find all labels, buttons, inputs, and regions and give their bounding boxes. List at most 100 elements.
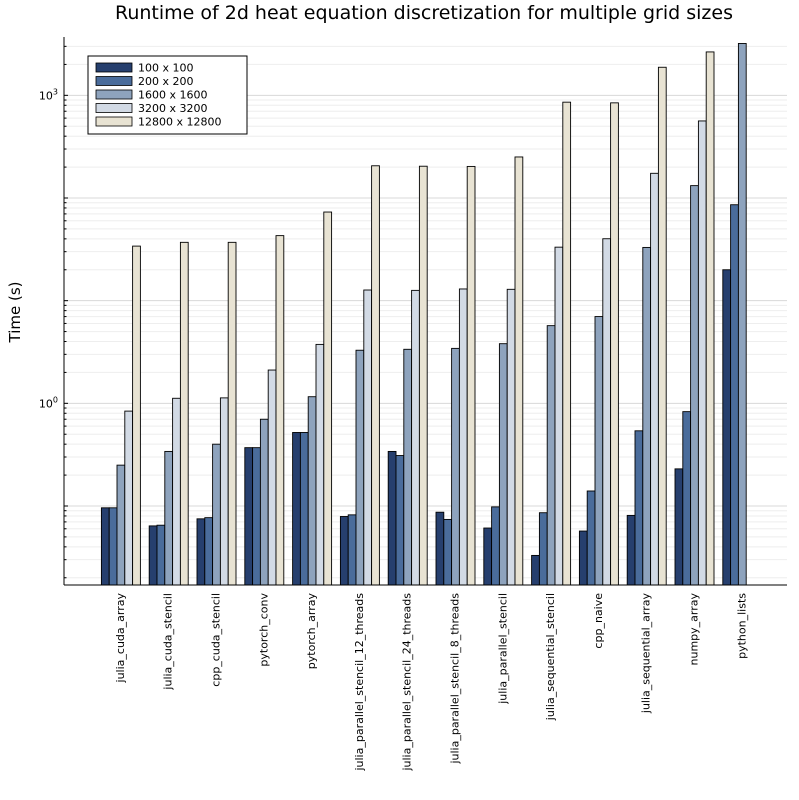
x-tick-label: python_lists xyxy=(735,593,748,659)
legend-label: 1600 x 1600 xyxy=(138,89,208,102)
bar xyxy=(483,527,493,586)
bar xyxy=(204,517,214,586)
bar xyxy=(244,447,254,586)
bar xyxy=(602,238,612,586)
bar xyxy=(164,450,174,586)
bar xyxy=(705,51,715,586)
x-tick-label: julia_cuda_stencil xyxy=(162,593,175,691)
bar xyxy=(562,101,572,586)
bar xyxy=(292,432,301,586)
bar xyxy=(674,468,684,586)
bar xyxy=(347,514,357,586)
bar xyxy=(546,325,556,586)
bar xyxy=(371,165,380,586)
bar xyxy=(586,490,596,586)
x-tick-label: julia_parallel_stencil xyxy=(496,593,509,705)
bar xyxy=(697,120,707,586)
bar xyxy=(252,447,261,586)
axes: julia_cuda_array julia_cuda_stencil cpp_cu… xyxy=(39,37,787,772)
bar xyxy=(395,455,405,586)
bar xyxy=(148,525,158,586)
x-tick-label: julia_cuda_array xyxy=(114,593,127,684)
bar xyxy=(506,288,516,586)
x-tick-label: cpp_naive xyxy=(592,593,605,649)
x-tick-label: julia_parallel_stencil_8_threads xyxy=(449,593,462,765)
x-tick-label: julia_sequential_stencil xyxy=(544,593,557,721)
bar xyxy=(179,241,189,586)
bar xyxy=(411,289,420,586)
x-tick-label: numpy_array xyxy=(688,593,701,666)
x-tick-label: pytorch_conv xyxy=(257,593,270,667)
bar xyxy=(626,514,636,586)
bar xyxy=(219,397,229,586)
legend-label: 3200 x 3200 xyxy=(138,102,208,115)
legend-swatch xyxy=(95,116,133,127)
legend-swatch xyxy=(95,89,133,100)
bar xyxy=(196,518,206,586)
bar xyxy=(682,411,692,586)
bar xyxy=(538,512,548,586)
bar xyxy=(451,347,460,586)
legend-label: 12800 x 12800 xyxy=(138,116,222,129)
bar xyxy=(657,66,667,586)
bar xyxy=(355,349,365,586)
legend-label: 200 x 200 xyxy=(138,75,194,88)
bar xyxy=(737,43,747,586)
bar xyxy=(116,464,126,586)
bar xyxy=(132,245,141,586)
bar xyxy=(722,269,732,586)
bar xyxy=(124,410,134,586)
x-tick-label: cpp_cuda_stencil xyxy=(210,593,223,687)
bar xyxy=(498,343,508,586)
legend-label: 100 x 100 xyxy=(138,62,194,75)
bar xyxy=(108,507,118,586)
bar xyxy=(323,211,333,586)
bar xyxy=(458,288,468,586)
y-axis-label: Time (s) xyxy=(6,282,24,344)
legend-swatch xyxy=(95,62,133,73)
bar xyxy=(634,430,644,586)
bar xyxy=(554,246,564,586)
x-tick-label: pytorch_array xyxy=(305,593,318,670)
bar xyxy=(443,518,453,586)
bar xyxy=(259,418,269,586)
x-tick-label: julia_parallel_stencil_12_threads xyxy=(353,593,366,772)
bar xyxy=(299,432,309,586)
bar xyxy=(307,396,317,586)
bar xyxy=(514,156,524,586)
bar xyxy=(730,204,739,586)
bar xyxy=(387,450,397,586)
x-tick-label: julia_sequential_array xyxy=(640,593,653,715)
bars xyxy=(100,43,747,586)
bar xyxy=(403,348,413,586)
bar xyxy=(578,530,588,586)
bar xyxy=(594,316,604,586)
bar xyxy=(610,102,619,586)
bar xyxy=(100,507,110,586)
bar xyxy=(531,554,540,586)
bar xyxy=(418,165,428,586)
x-tick-label: julia_parallel_stencil_24_threads xyxy=(401,593,414,772)
y-tick-label: 103 xyxy=(39,87,58,102)
bar xyxy=(212,443,221,586)
legend-swatch xyxy=(95,76,133,86)
chart-title: Runtime of 2d heat equation discretizati… xyxy=(115,2,733,24)
bar xyxy=(156,524,166,586)
bar xyxy=(267,369,277,586)
bar xyxy=(642,246,652,586)
bar xyxy=(650,172,659,586)
bar xyxy=(491,506,500,586)
bar xyxy=(339,516,349,586)
bar xyxy=(172,397,181,586)
bar xyxy=(466,165,476,586)
bar xyxy=(435,511,445,586)
bar xyxy=(315,343,325,586)
y-tick-label: 100 xyxy=(39,395,58,410)
legend-swatch xyxy=(95,103,133,113)
bar xyxy=(690,185,699,586)
bar xyxy=(227,241,237,586)
bar xyxy=(275,235,285,586)
bar xyxy=(363,289,373,586)
